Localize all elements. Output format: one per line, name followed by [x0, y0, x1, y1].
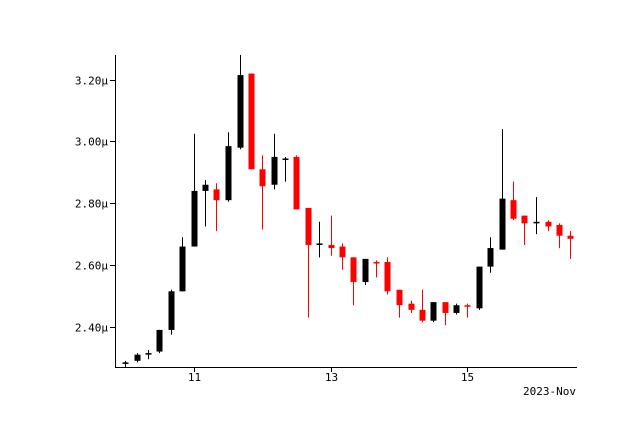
- candle-down: [556, 223, 563, 249]
- candle-up: [156, 329, 163, 354]
- candle-up: [191, 133, 198, 247]
- candle-body: [225, 146, 232, 201]
- candle-down: [408, 300, 415, 313]
- candle-up: [179, 237, 186, 292]
- candle-down: [259, 155, 266, 230]
- y-ticks: 2.40µ 2.60µ 2.80µ 3.00µ 3.20µ: [75, 75, 115, 335]
- candle-body: [213, 189, 220, 201]
- x-tick-label: 11: [188, 371, 201, 384]
- candle-body: [328, 244, 335, 249]
- candle-body: [350, 257, 357, 283]
- candle-up: [316, 221, 323, 258]
- candle-down: [419, 289, 426, 323]
- candle-down: [521, 215, 528, 245]
- candle-up: [202, 180, 209, 227]
- x-tick-label: 13: [325, 371, 338, 384]
- candle-body: [339, 246, 346, 258]
- candle-body: [384, 261, 391, 292]
- candle-body: [259, 169, 266, 187]
- candle-body: [168, 291, 175, 330]
- candle-body: [556, 224, 563, 236]
- x-tick-label: 15: [461, 371, 474, 384]
- candle-down: [396, 289, 403, 318]
- candles-layer: [122, 55, 574, 367]
- candle-down: [373, 260, 380, 278]
- candle-up: [430, 302, 437, 323]
- candle-body: [202, 184, 209, 191]
- candle-body: [396, 289, 403, 306]
- candle-body: [237, 75, 244, 148]
- candle-body: [499, 198, 506, 250]
- candle-body: [248, 73, 255, 170]
- candle-up: [168, 289, 175, 335]
- candle-body: [179, 246, 186, 292]
- candle-up: [237, 55, 244, 150]
- y-tick-label: 3.20µ: [75, 75, 108, 88]
- candle-down: [464, 303, 471, 318]
- candle-body: [453, 305, 460, 313]
- candle-body: [122, 362, 129, 364]
- candle-body: [362, 258, 369, 283]
- candle-up: [476, 266, 483, 310]
- candle-down: [350, 257, 357, 306]
- candle-body: [156, 329, 163, 352]
- candle-up: [499, 129, 506, 250]
- candle-down: [339, 243, 346, 270]
- candle-body: [271, 156, 278, 185]
- candle-up: [362, 258, 369, 286]
- candle-down: [384, 257, 391, 295]
- candle-up: [487, 237, 494, 273]
- candle-body: [134, 354, 141, 361]
- y-tick-label: 2.60µ: [75, 260, 108, 273]
- candle-body: [567, 235, 574, 239]
- candle-down: [510, 181, 517, 221]
- x-axis-label: 2023-Nov: [523, 385, 576, 398]
- candle-up: [145, 350, 152, 360]
- candle-up: [282, 156, 289, 182]
- candle-body: [442, 302, 449, 313]
- y-tick-label: 2.40µ: [75, 322, 108, 335]
- candle-up: [533, 197, 540, 235]
- candle-down: [442, 302, 449, 326]
- candle-body: [293, 156, 300, 210]
- candle-up: [134, 353, 141, 363]
- candle-body: [305, 207, 312, 245]
- candle-down: [248, 73, 255, 170]
- candle-down: [328, 215, 335, 256]
- candle-body: [464, 305, 471, 307]
- candle-down: [567, 231, 574, 259]
- candle-body: [191, 190, 198, 247]
- candle-body: [487, 248, 494, 267]
- candle-up: [122, 360, 129, 367]
- candle-body: [145, 353, 152, 355]
- candle-body: [316, 243, 323, 245]
- candle-body: [521, 215, 528, 224]
- candle-up: [453, 303, 460, 315]
- candle-body: [282, 158, 289, 161]
- candle-body: [533, 221, 540, 224]
- candle-body: [373, 261, 380, 264]
- candle-body: [510, 200, 517, 219]
- y-tick-label: 3.00µ: [75, 136, 108, 149]
- candle-body: [476, 266, 483, 309]
- candle-body: [545, 221, 552, 227]
- candle-up: [225, 132, 232, 202]
- y-tick-label: 2.80µ: [75, 198, 108, 211]
- candle-down: [213, 183, 220, 232]
- x-ticks: 11 13 15: [188, 367, 474, 384]
- candle-body: [408, 303, 415, 310]
- candle-down: [293, 155, 300, 210]
- candle-body: [430, 302, 437, 321]
- candle-body: [419, 309, 426, 321]
- candle-down: [545, 220, 552, 232]
- candle-up: [271, 133, 278, 190]
- candle-down: [305, 207, 312, 318]
